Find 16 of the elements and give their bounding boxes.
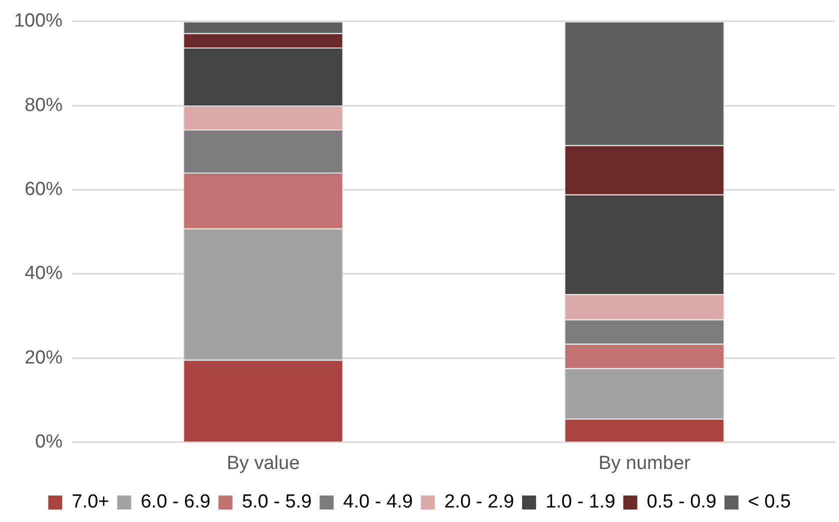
- y-tick-label: 40%: [24, 263, 63, 284]
- legend-label: 0.5 - 0.9: [646, 492, 716, 513]
- y-tick-label: 0%: [35, 431, 63, 452]
- y-tick-label: 20%: [24, 347, 63, 368]
- x-tick-label: By number: [598, 452, 692, 474]
- x-tick-label: By value: [226, 452, 300, 474]
- legend-label: 5.0 - 5.9: [242, 492, 312, 513]
- y-tick-label: 60%: [24, 178, 63, 200]
- legend-label: 7.0+: [72, 492, 110, 513]
- legend-label: < 0.5: [748, 492, 791, 513]
- legend-label: 6.0 - 6.9: [140, 492, 210, 513]
- legend-label: 1.0 - 1.9: [546, 492, 616, 513]
- legend-label: 2.0 - 2.9: [444, 492, 514, 513]
- y-tick-label: 100%: [14, 10, 63, 32]
- legend-label: 4.0 - 4.9: [343, 492, 413, 513]
- y-tick-label: 80%: [24, 94, 63, 116]
